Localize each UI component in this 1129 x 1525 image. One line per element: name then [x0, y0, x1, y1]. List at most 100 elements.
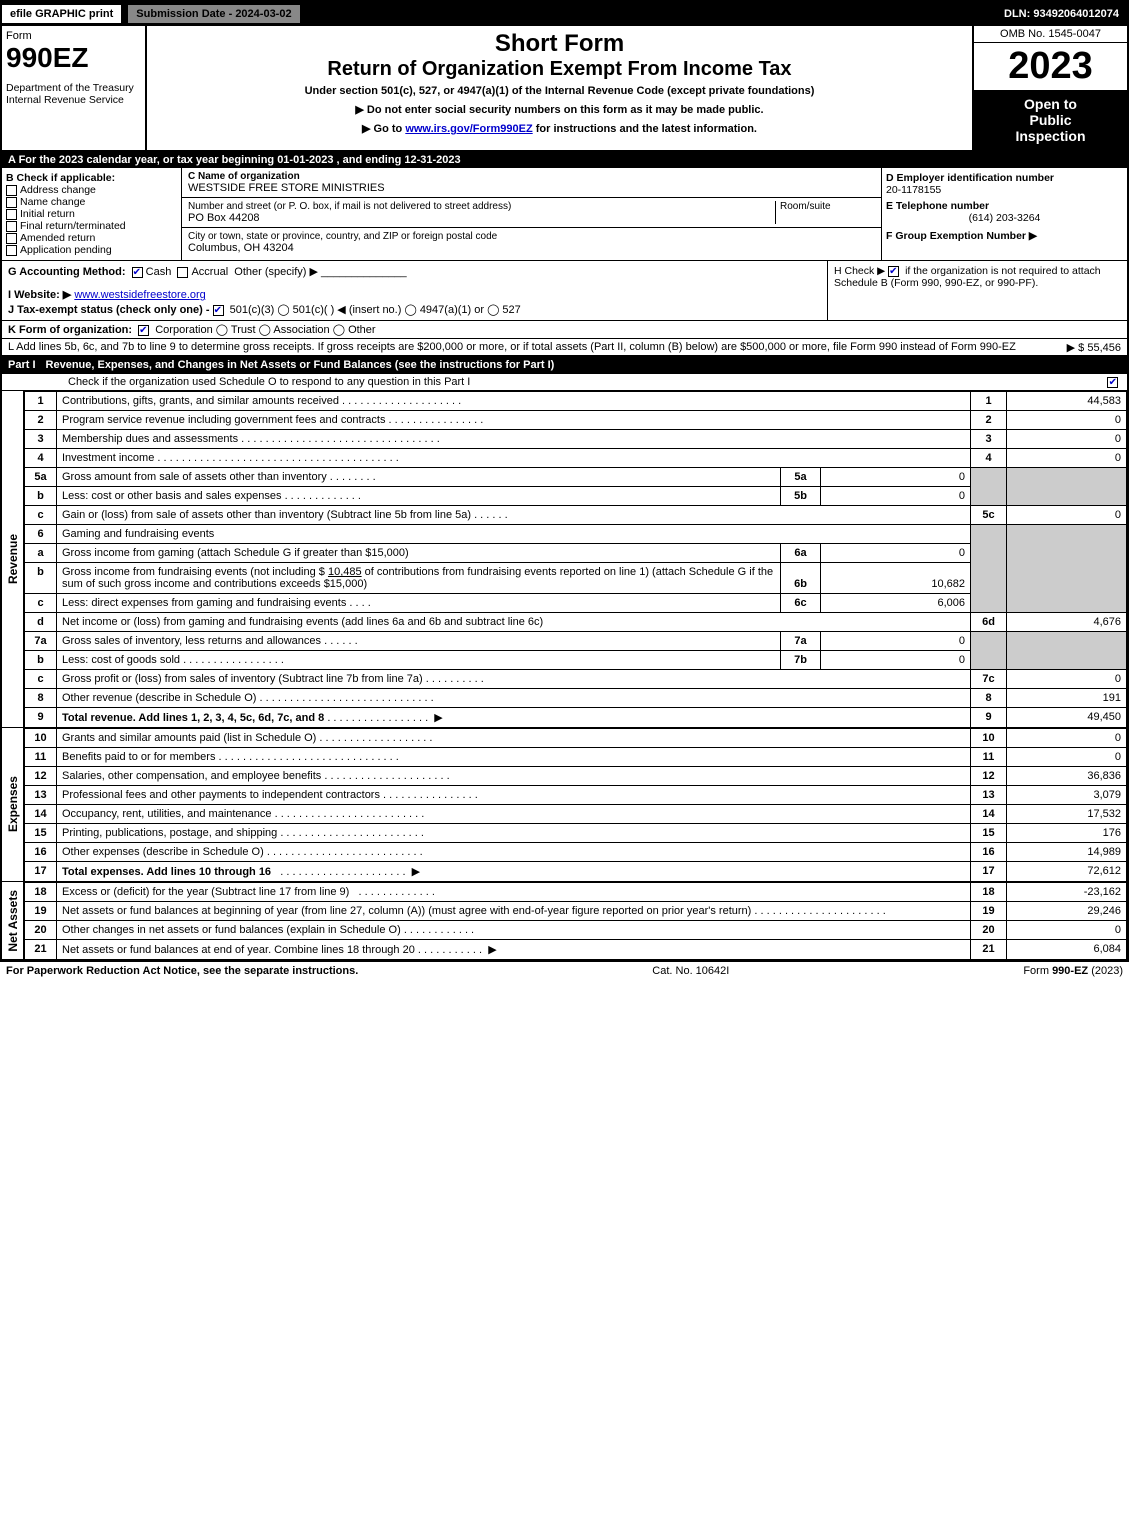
l6c-n: c: [25, 594, 57, 613]
l20-n: 20: [25, 921, 57, 940]
l8-ln: 8: [971, 689, 1007, 708]
l19-v: 29,246: [1007, 902, 1127, 921]
topbar: efile GRAPHIC print Submission Date - 20…: [2, 2, 1127, 26]
l3-ln: 3: [971, 430, 1007, 449]
l5b-d: Less: cost or other basis and sales expe…: [62, 490, 282, 502]
l9-v: 49,450: [1007, 708, 1127, 728]
l15-n: 15: [25, 824, 57, 843]
l11-d: Benefits paid to or for members: [62, 751, 215, 763]
footer-center: Cat. No. 10642I: [358, 965, 1023, 977]
return-title: Return of Organization Exempt From Incom…: [155, 58, 964, 81]
info-grid: B Check if applicable: Address change Na…: [2, 168, 1127, 261]
part-i-title: Part I: [8, 359, 46, 371]
l20-v: 0: [1007, 921, 1127, 940]
l7c-d: Gross profit or (loss) from sales of inv…: [62, 673, 423, 685]
footer-left: For Paperwork Reduction Act Notice, see …: [6, 965, 358, 977]
k-opts: Corporation ◯ Trust ◯ Association ◯ Othe…: [155, 324, 375, 336]
telephone: (614) 203-3264: [886, 212, 1123, 224]
omb-number: OMB No. 1545-0047: [974, 26, 1127, 43]
c-city-label: City or town, state or province, country…: [188, 231, 875, 242]
l16-d: Other expenses (describe in Schedule O): [62, 846, 264, 858]
section-j: J Tax-exempt status (check only one) - 5…: [8, 303, 821, 316]
l1-n: 1: [25, 392, 57, 411]
g-label: G Accounting Method:: [8, 266, 126, 278]
form-number: 990EZ: [6, 42, 141, 74]
chk-name[interactable]: [6, 197, 17, 208]
chk-amended[interactable]: [6, 233, 17, 244]
l-amount: ▶ $ 55,456: [1067, 341, 1121, 354]
netassets-block: Net Assets 18Excess or (deficit) for the…: [2, 882, 1127, 960]
chk-corp[interactable]: [138, 325, 149, 336]
l17-d: Total expenses. Add lines 10 through 16: [62, 866, 271, 878]
l6-d: Gaming and fundraising events: [57, 525, 971, 544]
l19-n: 19: [25, 902, 57, 921]
section-l: L Add lines 5b, 6c, and 7b to line 9 to …: [2, 339, 1127, 356]
l13-ln: 13: [971, 786, 1007, 805]
chk-accrual[interactable]: [177, 267, 188, 278]
l6b-d1: Gross income from fundraising events (no…: [62, 566, 328, 578]
l16-v: 14,989: [1007, 843, 1127, 862]
l15-ln: 15: [971, 824, 1007, 843]
section-a: A For the 2023 calendar year, or tax yea…: [2, 152, 1127, 168]
l4-d: Investment income: [62, 452, 154, 464]
l6-n: 6: [25, 525, 57, 544]
l12-ln: 12: [971, 767, 1007, 786]
l2-ln: 2: [971, 411, 1007, 430]
l5a-sub: 5a: [781, 468, 821, 487]
l14-v: 17,532: [1007, 805, 1127, 824]
l21-ln: 21: [971, 940, 1007, 960]
l3-d: Membership dues and assessments: [62, 433, 238, 445]
l6d-d: Net income or (loss) from gaming and fun…: [57, 613, 971, 632]
b-name: Name change: [20, 196, 85, 208]
l12-n: 12: [25, 767, 57, 786]
revenue-block: Revenue 1Contributions, gifts, grants, a…: [2, 391, 1127, 728]
c-street-label: Number and street (or P. O. box, if mail…: [188, 201, 775, 212]
chk-cash[interactable]: [132, 267, 143, 278]
group-exemption: F Group Exemption Number ▶: [886, 230, 1123, 242]
chk-initial[interactable]: [6, 209, 17, 220]
l11-ln: 11: [971, 748, 1007, 767]
chk-schedule-o[interactable]: [1107, 377, 1118, 388]
l5c-ln: 5c: [971, 506, 1007, 525]
chk-501c3[interactable]: [213, 305, 224, 316]
chk-pending[interactable]: [6, 245, 17, 256]
chk-address[interactable]: [6, 185, 17, 196]
open3: Inspection: [978, 128, 1123, 144]
l5c-v: 0: [1007, 506, 1127, 525]
chk-final[interactable]: [6, 221, 17, 232]
website-link[interactable]: www.westsidefreestore.org: [74, 289, 205, 301]
l3-n: 3: [25, 430, 57, 449]
l17-n: 17: [25, 862, 57, 882]
l13-n: 13: [25, 786, 57, 805]
l6a-n: a: [25, 544, 57, 563]
l7a-d: Gross sales of inventory, less returns a…: [62, 635, 321, 647]
section-k: K Form of organization: Corporation ◯ Tr…: [2, 321, 1127, 339]
l1-ln: 1: [971, 392, 1007, 411]
l6d-ln: 6d: [971, 613, 1007, 632]
l2-v: 0: [1007, 411, 1127, 430]
l15-d: Printing, publications, postage, and shi…: [62, 827, 277, 839]
efile-print[interactable]: efile GRAPHIC print: [2, 5, 123, 23]
l15-v: 176: [1007, 824, 1127, 843]
c-name-label: C Name of organization: [188, 171, 875, 182]
irs-link[interactable]: www.irs.gov/Form990EZ: [405, 123, 532, 135]
b-addr: Address change: [20, 184, 96, 196]
tax-year: 2023: [974, 43, 1127, 90]
ein-label: D Employer identification number: [886, 172, 1123, 184]
l18-ln: 18: [971, 883, 1007, 902]
l12-v: 36,836: [1007, 767, 1127, 786]
b-final: Final return/terminated: [20, 220, 126, 232]
chk-schedule-b[interactable]: [888, 266, 899, 277]
header: Form 990EZ Department of the Treasury In…: [2, 26, 1127, 152]
l5b-sv: 0: [821, 487, 971, 506]
l6a-sub: 6a: [781, 544, 821, 563]
b-label: B Check if applicable:: [6, 172, 177, 184]
l8-v: 191: [1007, 689, 1127, 708]
l5a-sv: 0: [821, 468, 971, 487]
l20-ln: 20: [971, 921, 1007, 940]
l10-v: 0: [1007, 729, 1127, 748]
l7a-n: 7a: [25, 632, 57, 651]
l5b-n: b: [25, 487, 57, 506]
l17-ln: 17: [971, 862, 1007, 882]
dept-treasury: Department of the Treasury: [6, 82, 141, 94]
